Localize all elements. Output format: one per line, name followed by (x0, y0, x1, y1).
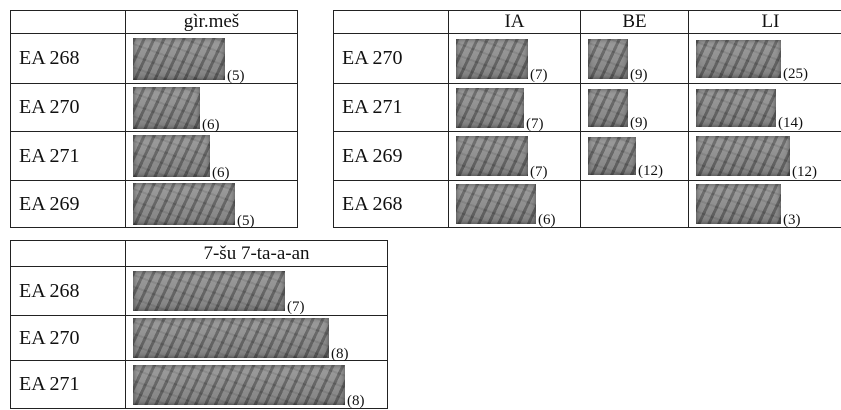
sign-image (588, 39, 628, 79)
column-header: 7-šu 7-ta-a-an (126, 241, 388, 267)
count: (7) (526, 116, 544, 133)
count: (7) (530, 67, 548, 84)
page: gìr.meš EA 268 (5) EA 270 (6) EA 271 (6) EA… (0, 0, 841, 405)
empty-header (11, 241, 126, 267)
count: (6) (212, 165, 230, 182)
count: (12) (792, 164, 817, 181)
sign-image (133, 38, 225, 80)
count: (5) (227, 68, 245, 85)
row-label: EA 268 (11, 267, 126, 316)
sign-image (133, 135, 210, 177)
sign-image (133, 318, 329, 358)
sign-image (696, 89, 776, 127)
count: (12) (638, 163, 663, 180)
empty-header (334, 11, 449, 34)
count: (8) (331, 346, 349, 363)
table-7-su: 7-šu 7-ta-a-an EA 268 (7) EA 270 (8) EA 27… (10, 240, 388, 409)
sign-image (133, 365, 345, 405)
row-label: EA 271 (11, 361, 126, 409)
sign-image (588, 137, 636, 175)
sign-image (588, 89, 628, 127)
sign-image (133, 271, 285, 311)
sign-image (133, 183, 235, 225)
sign-image (696, 136, 790, 176)
count: (14) (778, 115, 803, 132)
row-label: EA 270 (11, 316, 126, 361)
table-gir-mes: gìr.meš EA 268 (5) EA 270 (6) EA 271 (6) EA… (10, 10, 298, 228)
count: (8) (347, 393, 365, 410)
row-label: EA 269 (334, 132, 449, 181)
column-header: LI (689, 11, 841, 34)
sign-image (456, 184, 536, 224)
sign-image (456, 88, 524, 128)
sign-image (696, 40, 781, 78)
row-label: EA 268 (334, 181, 449, 228)
count: (6) (202, 117, 220, 134)
count: (9) (630, 115, 648, 132)
row-label: EA 268 (11, 34, 126, 84)
count: (25) (783, 66, 808, 83)
count: (5) (237, 213, 255, 230)
row-label: EA 271 (334, 84, 449, 132)
row-label: EA 271 (11, 132, 126, 181)
count: (7) (287, 299, 305, 316)
count: (7) (530, 164, 548, 181)
column-header: BE (581, 11, 689, 34)
row-label: EA 269 (11, 181, 126, 228)
sign-image (456, 39, 528, 79)
row-label: EA 270 (11, 84, 126, 132)
sign-image (456, 136, 528, 176)
empty-header (11, 11, 126, 34)
row-label: EA 270 (334, 34, 449, 84)
column-header: gìr.meš (126, 11, 298, 34)
count: (3) (783, 212, 801, 229)
empty-cell (581, 181, 689, 228)
column-header: IA (449, 11, 581, 34)
count: (6) (538, 212, 556, 229)
sign-image (133, 87, 200, 129)
sign-image (696, 184, 781, 224)
count: (9) (630, 67, 648, 84)
